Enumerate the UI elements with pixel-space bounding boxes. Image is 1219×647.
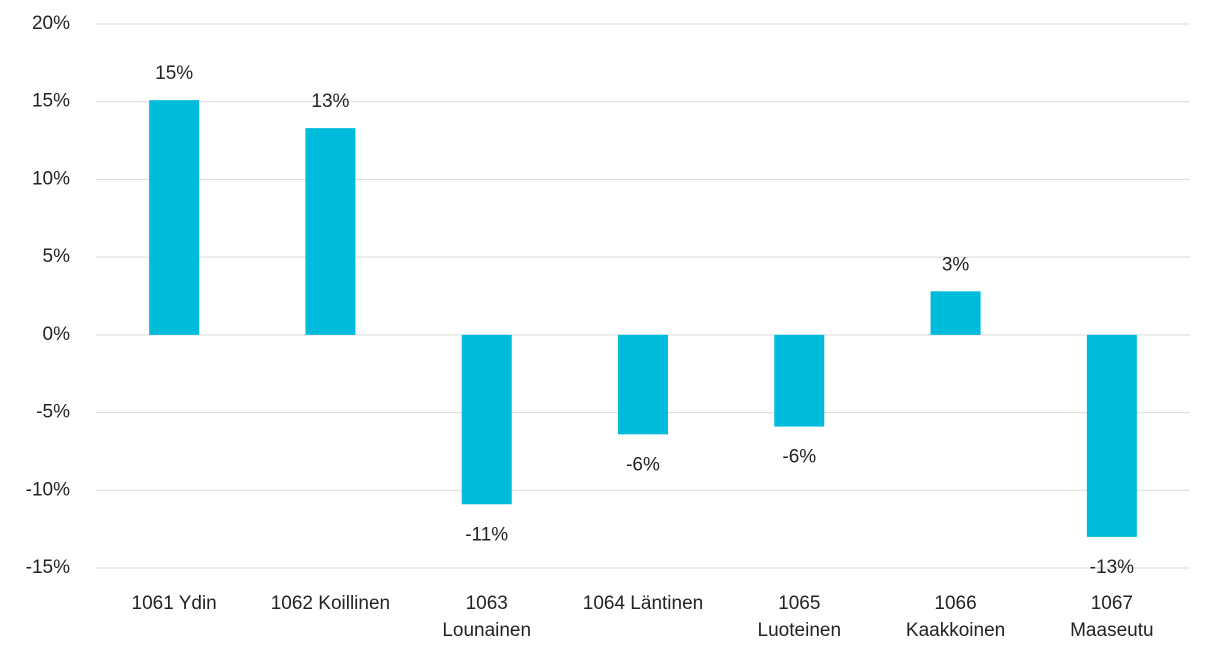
x-tick-label: 1063 Lounainen bbox=[442, 593, 532, 641]
data-label: 15% bbox=[155, 63, 193, 84]
x-tick-label: 1065 Luoteinen bbox=[757, 593, 842, 641]
data-label: -6% bbox=[626, 454, 660, 475]
y-tick-label: 0% bbox=[43, 324, 71, 345]
bar bbox=[149, 100, 200, 335]
y-tick-label: 20% bbox=[32, 13, 70, 34]
bar bbox=[618, 334, 668, 435]
data-label: 3% bbox=[942, 254, 970, 275]
y-tick-label: 10% bbox=[32, 168, 70, 189]
x-tick-label: 1067 Maaseutu bbox=[1070, 593, 1154, 641]
y-tick-label: -5% bbox=[36, 402, 70, 423]
bar bbox=[1086, 334, 1137, 537]
data-label: 13% bbox=[311, 91, 349, 112]
bar bbox=[305, 128, 356, 335]
x-tick-label: 1061 Ydin bbox=[131, 593, 217, 614]
x-tick-label: 1062 Koillinen bbox=[270, 593, 391, 614]
data-label: -6% bbox=[782, 447, 816, 468]
bar bbox=[930, 291, 981, 335]
data-label: -13% bbox=[1090, 557, 1134, 578]
y-tick-label: -10% bbox=[26, 479, 70, 500]
bar bbox=[774, 334, 825, 427]
y-tick-label: 5% bbox=[43, 246, 71, 267]
y-tick-label: 15% bbox=[32, 91, 70, 112]
x-tick-label: 1066 Kaakkoinen bbox=[905, 593, 1006, 641]
data-label: -11% bbox=[465, 524, 508, 545]
y-tick-label: -15% bbox=[26, 557, 70, 578]
x-tick-label: 1064 Läntinen bbox=[582, 593, 704, 614]
bar bbox=[461, 334, 512, 505]
